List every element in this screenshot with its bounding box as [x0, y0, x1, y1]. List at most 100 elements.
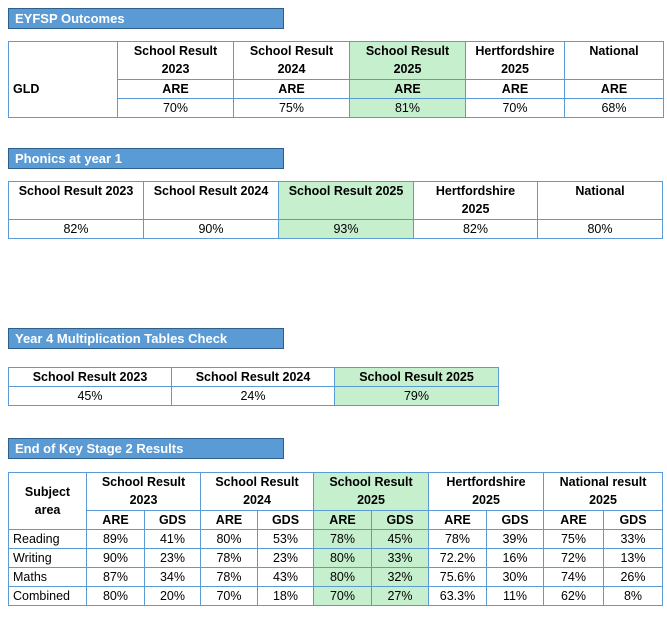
ks2-value-cell: 32% — [371, 567, 429, 587]
ks2-group-header-2024: School Result 2024 — [200, 472, 314, 511]
phonics-section-title: Phonics at year 1 — [8, 148, 284, 169]
phonics-header-2025: School Result 2025 — [278, 181, 414, 220]
ks2-value-cell: 39% — [486, 529, 544, 549]
table-row: Maths 87% 34% 78% 43% 80% 32% 75.6% 30% 74% 26% — [8, 567, 664, 587]
phonics-value-2025: 93% — [278, 219, 414, 239]
ks2-value-cell: 80% — [200, 529, 258, 549]
ks2-value-cell: 89% — [86, 529, 145, 549]
ks2-subheader-are: ARE — [313, 510, 372, 530]
ks2-value-cell: 70% — [200, 586, 258, 606]
eyfsp-value-national: 68% — [564, 98, 664, 118]
eyfsp-value-2024: 75% — [233, 98, 350, 118]
ks2-table-body: Reading 89% 41% 80% 53% 78% 45% 78% 39% 75% 33% Wri… — [8, 529, 664, 606]
eyfsp-header-national: National — [564, 41, 664, 80]
table-row: Writing 90% 23% 78% 23% 80% 33% 72.2% 16% 72% 13% — [8, 548, 664, 568]
ks2-value-cell: 41% — [144, 529, 201, 549]
eyfsp-table: School Result 2023 School Result 2024 Sc… — [8, 41, 664, 118]
eyfsp-measure-2025: ARE — [349, 79, 466, 99]
mtc-header-2024: School Result 2024 — [171, 367, 335, 387]
ks2-value-cell: 78% — [200, 567, 258, 587]
ks2-subheader-gds: GDS — [257, 510, 314, 530]
ks2-value-cell: 53% — [257, 529, 314, 549]
mtc-value-2024: 24% — [171, 386, 335, 406]
ks2-value-cell: 13% — [602, 548, 664, 568]
ks2-subject-label: Combined — [8, 586, 87, 606]
phonics-table: School Result 2023 School Result 2024 Sc… — [8, 181, 663, 239]
phonics-value-herts: 82% — [413, 219, 538, 239]
ks2-value-cell: 80% — [313, 548, 372, 568]
ks2-subject-header: Subject area — [8, 472, 87, 530]
phonics-header-2023: School Result 2023 — [8, 181, 144, 220]
ks2-section-title: End of Key Stage 2 Results — [8, 438, 284, 459]
eyfsp-corner-cell — [8, 41, 118, 80]
phonics-header-herts: Hertfordshire 2025 — [413, 181, 538, 220]
ks2-value-cell: 33% — [602, 529, 664, 549]
ks2-value-cell: 33% — [371, 548, 429, 568]
ks2-value-cell: 78% — [313, 529, 372, 549]
phonics-value-2024: 90% — [143, 219, 279, 239]
ks2-subject-label: Reading — [8, 529, 87, 549]
mtc-value-2023: 45% — [8, 386, 172, 406]
eyfsp-measure-herts: ARE — [465, 79, 565, 99]
ks2-value-cell: 70% — [313, 586, 372, 606]
ks2-subject-label: Writing — [8, 548, 87, 568]
ks2-subject-label: Maths — [8, 567, 87, 587]
ks2-value-cell: 75% — [543, 529, 604, 549]
ks2-value-cell: 90% — [86, 548, 145, 568]
phonics-value-2023: 82% — [8, 219, 144, 239]
ks2-value-cell: 34% — [144, 567, 201, 587]
phonics-header-2024: School Result 2024 — [143, 181, 279, 220]
ks2-value-cell: 26% — [602, 567, 664, 587]
eyfsp-value-herts: 70% — [465, 98, 565, 118]
ks2-value-cell: 78% — [428, 529, 487, 549]
mtc-section-title: Year 4 Multiplication Tables Check — [8, 328, 284, 349]
ks2-value-cell: 23% — [257, 548, 314, 568]
phonics-value-national: 80% — [537, 219, 663, 239]
ks2-value-cell: 63.3% — [428, 586, 487, 606]
ks2-value-cell: 62% — [543, 586, 604, 606]
ks2-value-cell: 80% — [86, 586, 145, 606]
ks2-group-header-national: National result 2025 — [542, 472, 664, 511]
eyfsp-measure-national: ARE — [564, 79, 664, 99]
ks2-subheader-are: ARE — [428, 510, 487, 530]
eyfsp-row-label-gld: GLD — [8, 79, 118, 118]
table-row: Reading 89% 41% 80% 53% 78% 45% 78% 39% 75% 33% — [8, 529, 664, 549]
ks2-subheader-gds: GDS — [602, 510, 664, 530]
table-row: Combined 80% 20% 70% 18% 70% 27% 63.3% 11% 62% 8% — [8, 586, 664, 606]
ks2-subheader-are: ARE — [86, 510, 145, 530]
ks2-value-cell: 43% — [257, 567, 314, 587]
ks2-subheader-are: ARE — [543, 510, 604, 530]
ks2-value-cell: 72.2% — [428, 548, 487, 568]
eyfsp-header-2024: School Result 2024 — [233, 41, 350, 80]
ks2-value-cell: 87% — [86, 567, 145, 587]
ks2-value-cell: 80% — [313, 567, 372, 587]
phonics-header-national: National — [537, 181, 663, 220]
ks2-value-cell: 8% — [602, 586, 664, 606]
ks2-value-cell: 72% — [543, 548, 604, 568]
ks2-subheader-gds: GDS — [371, 510, 429, 530]
mtc-header-2025: School Result 2025 — [334, 367, 499, 387]
ks2-subheader-gds: GDS — [144, 510, 201, 530]
ks2-value-cell: 74% — [543, 567, 604, 587]
ks2-value-cell: 78% — [200, 548, 258, 568]
ks2-value-cell: 18% — [257, 586, 314, 606]
ks2-value-cell: 16% — [486, 548, 544, 568]
eyfsp-value-2025: 81% — [349, 98, 466, 118]
mtc-value-2025: 79% — [334, 386, 499, 406]
ks2-group-header-herts: Hertfordshire 2025 — [428, 472, 544, 511]
ks2-table: Subject area School Result 2023 School R… — [8, 472, 664, 606]
eyfsp-measure-2023: ARE — [117, 79, 234, 99]
ks2-value-cell: 23% — [144, 548, 201, 568]
ks2-group-header-2025: School Result 2025 — [313, 472, 429, 511]
ks2-value-cell: 30% — [486, 567, 544, 587]
ks2-value-cell: 27% — [371, 586, 429, 606]
eyfsp-header-2023: School Result 2023 — [117, 41, 234, 80]
eyfsp-header-herts: Hertfordshire 2025 — [465, 41, 565, 80]
mtc-table: School Result 2023 School Result 2024 Sc… — [8, 367, 499, 406]
ks2-subheader-gds: GDS — [486, 510, 544, 530]
ks2-value-cell: 11% — [486, 586, 544, 606]
eyfsp-measure-2024: ARE — [233, 79, 350, 99]
ks2-subheader-are: ARE — [200, 510, 258, 530]
eyfsp-value-2023: 70% — [117, 98, 234, 118]
ks2-value-cell: 20% — [144, 586, 201, 606]
